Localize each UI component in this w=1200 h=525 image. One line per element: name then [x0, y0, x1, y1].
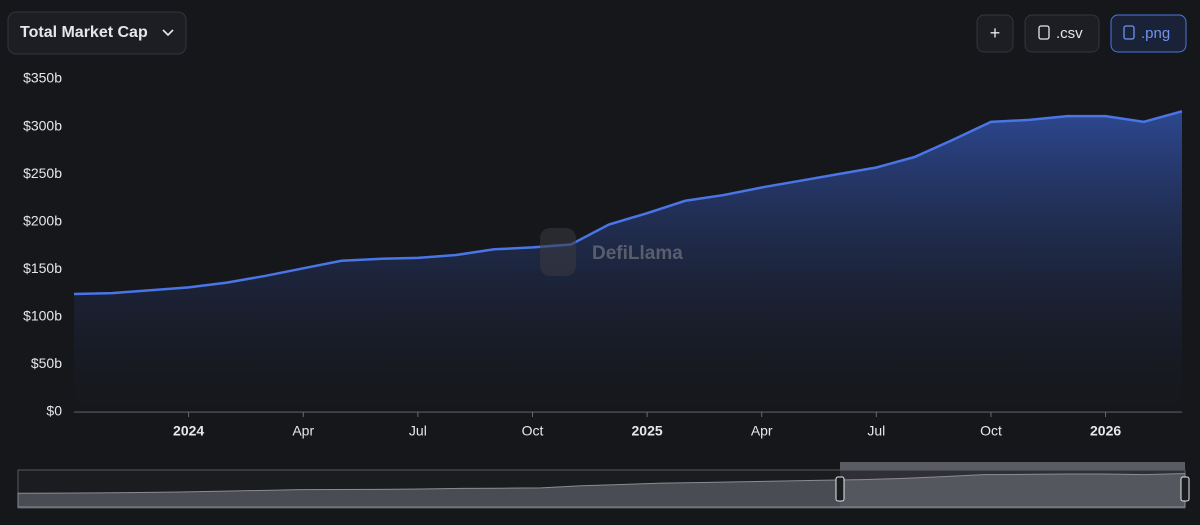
x-tick-label: Oct — [980, 423, 1002, 439]
add-button[interactable] — [976, 14, 1014, 53]
dropdown-label: Total Market Cap — [20, 24, 148, 41]
x-tick-label: Apr — [292, 423, 314, 439]
mini-area — [17, 472, 1186, 508]
x-tick-label: 2026 — [1090, 423, 1121, 439]
x-tick-label: Oct — [522, 423, 544, 439]
mini-chart — [17, 472, 1186, 508]
y-tick-label: $350b — [23, 70, 62, 86]
png-label: .png — [1141, 25, 1170, 42]
y-tick-label: $250b — [23, 165, 62, 181]
png-icon — [1123, 25, 1135, 40]
brush-window[interactable] — [840, 470, 1185, 508]
csv-label: .csv — [1056, 25, 1083, 42]
brush-handle[interactable] — [835, 476, 845, 502]
line — [73, 110, 1183, 296]
y-tick-label: $50b — [31, 355, 62, 371]
csv-icon — [1038, 25, 1050, 40]
x-tick-label: 2024 — [173, 423, 204, 439]
watermark: DefiLlama — [592, 243, 683, 264]
x-tick-label: Jul — [867, 423, 885, 439]
y-tick-label: $0 — [46, 403, 62, 419]
x-tick-label: Jul — [409, 423, 427, 439]
watermark-logo — [540, 228, 576, 276]
plot: $0 $50b $100b $150b $200b $250b $300b $350b 2024… — [23, 70, 1183, 439]
brush-bar[interactable] — [840, 462, 1185, 470]
y-tick-label: $200b — [23, 212, 62, 228]
metric-dropdown[interactable] — [7, 11, 187, 55]
y-tick-label: $300b — [23, 117, 62, 133]
x-tick-label: Apr — [751, 423, 773, 439]
y-tick-label: $150b — [23, 260, 62, 276]
brush-handle[interactable] — [1180, 476, 1190, 502]
x-tick-label: 2025 — [632, 423, 663, 439]
chevron — [162, 29, 174, 37]
add-label: + — [990, 23, 1001, 43]
png-button[interactable] — [1110, 14, 1187, 53]
y-tick-label: $100b — [23, 308, 62, 324]
area-fill — [74, 111, 1182, 412]
csv-button[interactable] — [1024, 14, 1100, 53]
